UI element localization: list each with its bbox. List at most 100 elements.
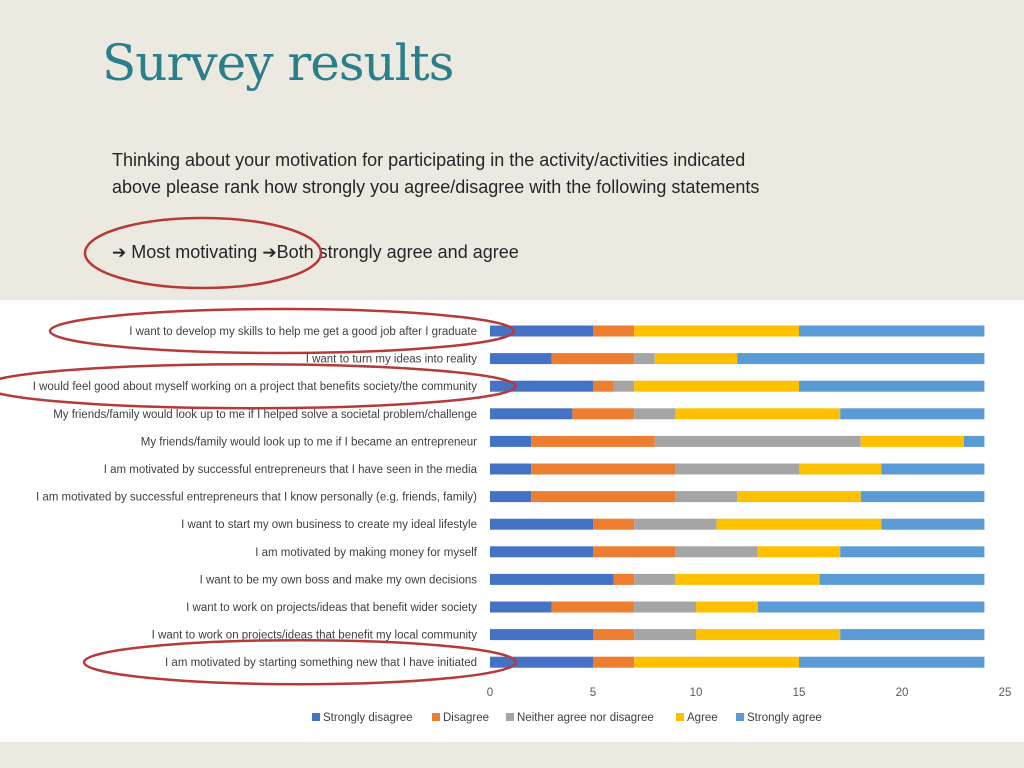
bar-segment [593,380,614,392]
category-label: My friends/family would look up to me if… [141,436,477,448]
bar-segment [840,546,985,558]
bar-segment [799,463,882,475]
legend-swatch [736,713,744,721]
bar-segment [881,463,985,475]
category-label: I want to be my own boss and make my own… [200,574,478,586]
bar-segment [593,518,635,530]
bar-segment [737,491,861,503]
legend-swatch [506,713,514,721]
legend-label: Strongly disagree [323,712,413,724]
category-label: I am motivated by making money for mysel… [255,547,478,559]
bar-segment [593,656,635,668]
bar-segment [613,573,635,585]
bar-segment [634,518,717,530]
bar-segment [757,546,841,558]
bar-segment [799,656,985,668]
category-label: I want to work on projects/ideas that be… [186,602,477,614]
bar-segment [531,463,676,475]
bar-segment [593,629,635,641]
x-tick-label: 15 [793,687,806,699]
bar-segment [551,353,635,365]
legend-swatch [432,713,440,721]
bar-segment [654,353,738,365]
bar-segment [593,546,676,558]
category-label: I would feel good about myself working o… [33,381,478,393]
bar-segment [490,325,593,337]
bar-segment [696,629,841,641]
bar-segment [840,629,985,641]
bar-segment [593,325,635,337]
bar-segment [490,353,552,365]
bar-segment [490,380,593,392]
arrow-right-icon: ➔ [112,243,127,262]
bar-segment [613,380,635,392]
bar-segment [737,353,985,365]
category-label: I want to start my own business to creat… [181,519,477,531]
bar-segment [490,546,593,558]
stacked-bar-chart: I want to develop my skills to help me g… [33,325,1012,724]
bar-segment [490,491,532,503]
category-label: I want to develop my skills to help me g… [129,326,477,338]
bar-segment [654,435,861,447]
bar-segment [531,435,655,447]
bar-segment [490,408,573,420]
x-tick-label: 10 [690,687,703,699]
bar-segment [490,435,532,447]
bar-segment [675,546,758,558]
bar-segment [634,380,799,392]
bar-segment [572,408,635,420]
bar-segment [634,601,696,613]
x-tick-label: 5 [590,687,596,699]
bar-segment [490,573,614,585]
bar-segment [881,518,985,530]
bar-segment [840,408,985,420]
bar-segment [675,408,841,420]
bar-segment [531,491,676,503]
category-label: I want to work on projects/ideas that be… [152,630,478,642]
legend-label: Strongly agree [747,712,822,724]
chart-panel: I want to develop my skills to help me g… [0,300,1024,742]
bar-segment [819,573,985,585]
bar-segment [634,629,696,641]
x-tick-label: 25 [999,687,1012,699]
bar-segment [757,601,985,613]
bar-segment [634,325,799,337]
category-label: I am motivated by successful entrepreneu… [104,464,478,476]
bar-segment [490,463,532,475]
bar-segment [634,656,799,668]
bar-segment [490,601,552,613]
category-label: I am motivated by successful entrepreneu… [36,492,477,504]
legend-label: Agree [687,712,718,724]
legend-swatch [312,713,320,721]
subtitle-line-2: above please rank how strongly you agree… [112,177,760,197]
subtitle-line-1: Thinking about your motivation for parti… [112,150,746,170]
bar-segment [696,601,758,613]
bar-segment [799,380,985,392]
category-label: I am motivated by starting something new… [165,657,477,669]
bar-segment [634,573,676,585]
legend-label: Disagree [443,712,489,724]
x-tick-label: 0 [487,687,493,699]
most-motivating-text: Most motivating [131,242,258,262]
bar-segment [490,656,593,668]
bar-segment [860,491,985,503]
category-label: I want to turn my ideas into reality [306,354,478,366]
bar-segment [675,491,738,503]
legend-swatch [676,713,684,721]
legend-label: Neither agree nor disagree [517,712,654,724]
category-label: My friends/family would look up to me if… [53,409,477,421]
bar-segment [860,435,964,447]
bar-segment [799,325,985,337]
bar-segment [716,518,882,530]
bar-segment [551,601,635,613]
motivation-note: ➔ Most motivating ➔Both strongly agree a… [112,242,519,263]
bar-segment [675,463,799,475]
agree-text: Both strongly agree and agree [276,242,519,262]
bar-segment [963,435,985,447]
bar-segment [634,408,676,420]
arrow-right-icon: ➔ [262,243,277,262]
bar-segment [675,573,820,585]
bar-segment [490,629,593,641]
x-tick-label: 20 [896,687,909,699]
bar-segment [490,518,593,530]
